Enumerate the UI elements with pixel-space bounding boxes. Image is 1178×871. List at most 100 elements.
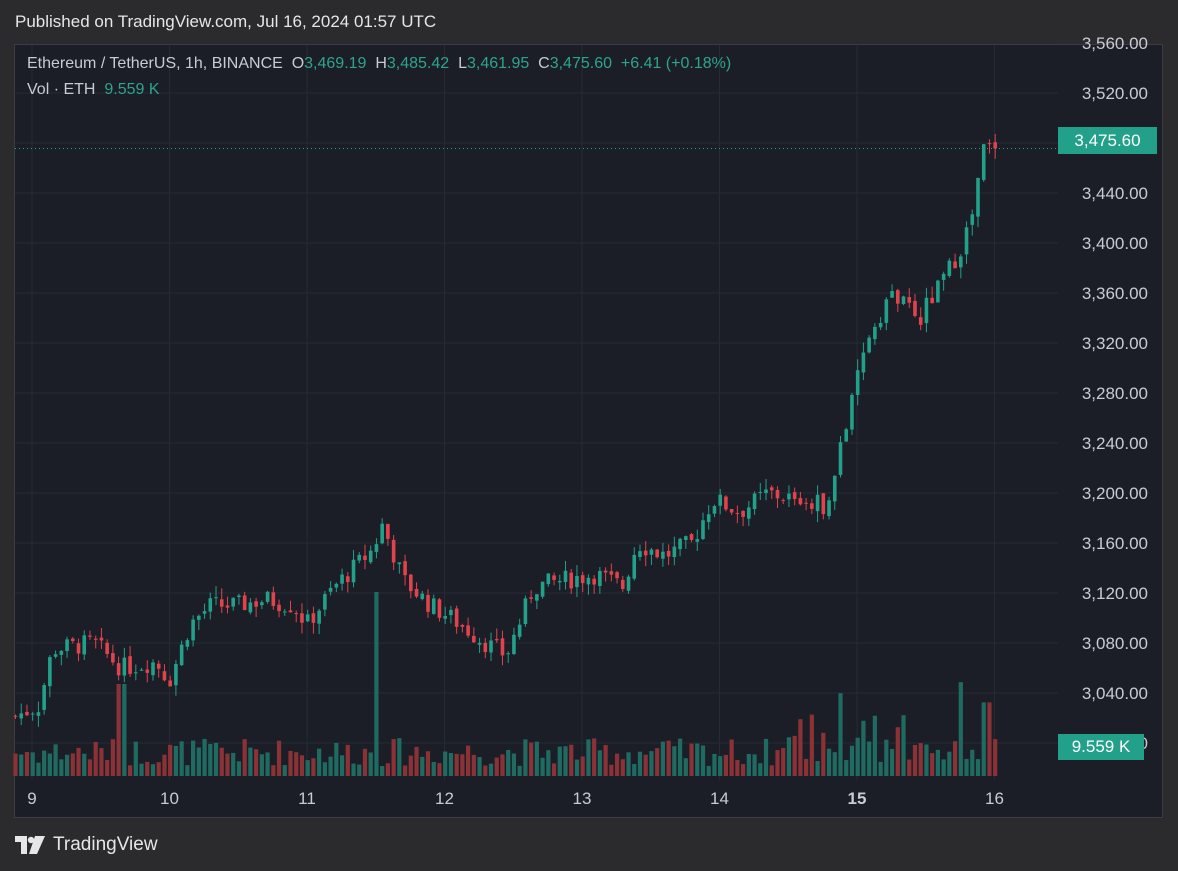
candle-body (466, 625, 470, 636)
candle-body (781, 500, 786, 502)
high-value: 3,485.42 (386, 55, 450, 72)
low-label: L (458, 55, 467, 72)
candle-body (918, 317, 923, 325)
volume-bar (912, 744, 918, 776)
tradingview-brand[interactable]: TradingView (15, 834, 158, 856)
volume-bar (202, 738, 207, 776)
candle-body (145, 669, 150, 673)
volume-bar (517, 765, 522, 776)
candle-body (248, 602, 253, 613)
volume-bar (643, 754, 648, 776)
y-tick-label: 3,280.00 (1082, 384, 1148, 403)
candle-body (638, 551, 642, 557)
candle-body (345, 576, 350, 583)
candle-body (752, 493, 757, 510)
volume-bar (832, 752, 837, 776)
candle-body (403, 561, 407, 576)
y-tick-label: 3,440.00 (1082, 184, 1148, 203)
volume-bar (242, 739, 247, 776)
volume-bar (59, 759, 64, 776)
candle-body (873, 326, 877, 340)
candle-body (19, 713, 24, 719)
candle-body (30, 713, 35, 715)
volume-bar (901, 715, 906, 776)
volume-bar (294, 752, 299, 776)
volume-bar (546, 750, 551, 776)
candle-body (65, 639, 69, 652)
candle-body (431, 598, 436, 614)
volume-bar (311, 758, 316, 776)
volume-bar (231, 752, 236, 776)
candle-body (895, 290, 900, 304)
volume-bar (557, 746, 562, 776)
chart-frame[interactable] (14, 44, 1163, 818)
volume-bar (529, 742, 534, 776)
volume-bar (42, 750, 47, 776)
candle-body (844, 429, 849, 442)
candle-body (225, 605, 230, 608)
volume-bar (225, 753, 230, 776)
volume-tag: 9.559 K (1058, 734, 1144, 760)
candle-body (609, 571, 614, 575)
candle-body (947, 260, 952, 276)
volume-bar (431, 761, 436, 776)
candle-body (735, 512, 740, 514)
candle-body (706, 514, 711, 523)
volume-bar (614, 753, 620, 776)
volume-bar (254, 749, 259, 776)
symbol-label[interactable]: Ethereum / TetherUS, 1h, BINANCE (27, 55, 283, 72)
change-value: +6.41 (+0.18%) (620, 55, 732, 72)
volume-bar (70, 753, 75, 776)
volume-bar (838, 693, 843, 776)
candle-body (208, 598, 213, 612)
candle-body (666, 550, 671, 557)
candle-body (586, 577, 591, 585)
candle-body (70, 638, 75, 642)
candle-body (827, 500, 831, 517)
volume-bar (660, 741, 665, 776)
volume-bar (844, 760, 849, 776)
candle-body (214, 597, 218, 599)
x-tick-label: 11 (298, 789, 316, 808)
candle-body (769, 487, 774, 491)
volume-bar (855, 737, 860, 776)
y-tick-label: 3,200.00 (1082, 484, 1148, 503)
volume-bar (741, 764, 746, 776)
candle-body (775, 490, 780, 499)
volume-bar (500, 754, 505, 776)
candle-body (987, 143, 992, 145)
candle-body (758, 491, 763, 493)
candle-body (546, 573, 551, 585)
candle-body (185, 640, 190, 647)
volume-legend: Vol · ETH 9.559 K (27, 81, 160, 99)
volume-bar (179, 741, 184, 776)
candle-body (632, 554, 637, 579)
volume-label[interactable]: Vol · ETH (27, 81, 96, 98)
volume-bar (276, 740, 282, 776)
volume-bar (299, 755, 305, 776)
candle-body (162, 671, 167, 681)
close-label: C (538, 55, 550, 72)
candle-body (884, 299, 889, 323)
volume-bar (374, 592, 379, 776)
candle-body (420, 593, 425, 600)
close-value: 3,475.60 (549, 55, 612, 72)
volume-bar (666, 740, 671, 776)
volume-bar (677, 738, 683, 776)
candle-body (913, 300, 917, 316)
candle-body (105, 642, 109, 654)
volume-bar (345, 744, 350, 776)
candle-body (42, 685, 46, 710)
candle-body (76, 643, 81, 654)
volume-bar (735, 759, 740, 776)
candle-body (540, 581, 545, 597)
volume-bar (786, 737, 792, 776)
volume-bar (758, 763, 763, 776)
volume-bar (952, 741, 958, 776)
volume-bar (637, 751, 643, 776)
candle-body (351, 559, 356, 583)
volume-bar (506, 749, 511, 776)
candle-body (328, 587, 333, 592)
candle-body (277, 604, 281, 612)
